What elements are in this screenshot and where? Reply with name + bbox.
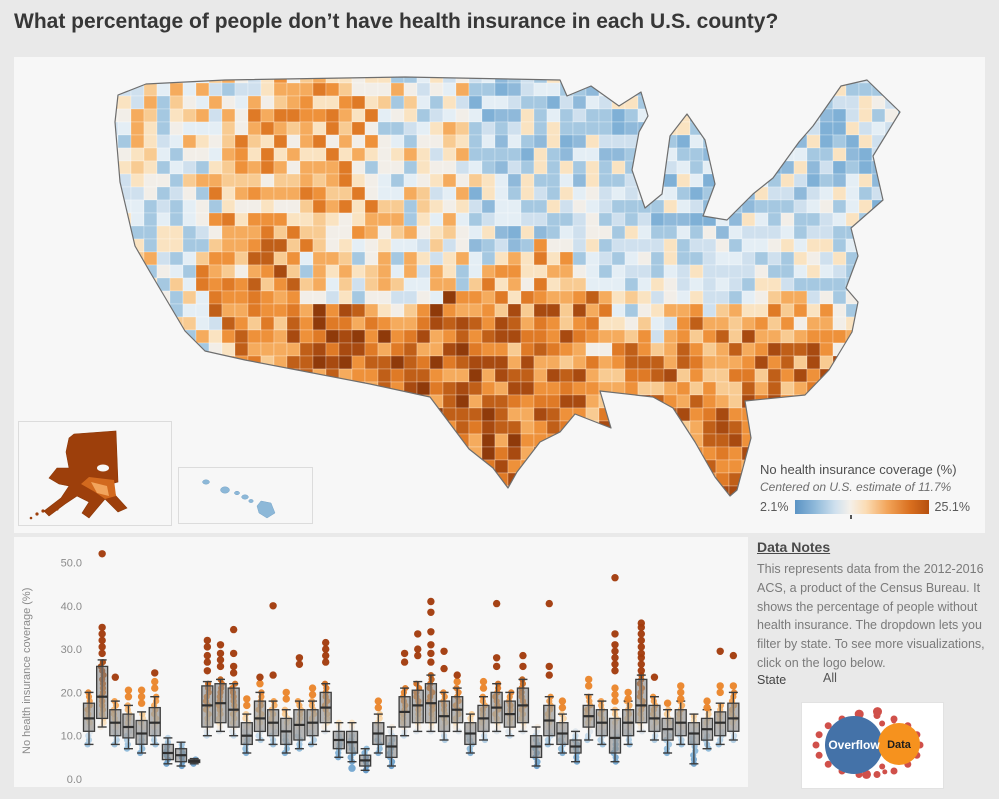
side-panel: Data Notes This represents data from the… (757, 537, 987, 799)
svg-text:20.0: 20.0 (61, 687, 82, 699)
legend-min-label: 2.1% (760, 500, 789, 514)
state-filter: State All (757, 671, 985, 691)
alaska-map (29, 430, 128, 520)
svg-text:50.0: 50.0 (61, 558, 82, 570)
legend-gradient-bar (794, 500, 929, 519)
svg-text:0.0: 0.0 (67, 774, 82, 786)
svg-text:Data: Data (887, 739, 912, 751)
state-filter-label: State (757, 673, 787, 687)
map-legend: No health insurance coverage (%) Centere… (760, 462, 970, 519)
hawaii-inset[interactable] (178, 467, 313, 524)
page-title: What percentage of people don’t have hea… (14, 10, 779, 33)
map-panel: No health insurance coverage (%) Centere… (14, 57, 985, 533)
state-filter-dropdown[interactable]: All (823, 671, 837, 685)
overflow-data-logo[interactable]: Overflow Data (801, 702, 944, 789)
svg-text:No health insurance coverage (: No health insurance coverage (%) (21, 588, 33, 754)
svg-text:40.0: 40.0 (61, 601, 82, 613)
svg-text:30.0: 30.0 (61, 644, 82, 656)
legend-center-tick (850, 515, 853, 519)
logo-bubbles: Overflow Data (812, 707, 924, 779)
alaska-inset[interactable] (18, 421, 172, 526)
data-notes-title: Data Notes (757, 539, 831, 555)
svg-text:10.0: 10.0 (61, 731, 82, 743)
hawaii-map (202, 479, 276, 519)
state-boxplot-chart[interactable]: 0.0 10.0 20.0 30.0 40.0 50.0 No health insuran… (14, 537, 748, 787)
data-notes-text: This represents data from the 2012-2016 … (757, 562, 985, 670)
us-county-choropleth-map[interactable] (14, 57, 985, 533)
legend-title: No health insurance coverage (%) (760, 462, 957, 477)
legend-subtitle: Centered on U.S. estimate of 11.7% (760, 480, 952, 494)
legend-max-label: 25.1% (934, 500, 970, 514)
boxplot-panel: 0.0 10.0 20.0 30.0 40.0 50.0 No health insuran… (14, 537, 748, 787)
svg-text:Overflow: Overflow (828, 738, 880, 752)
